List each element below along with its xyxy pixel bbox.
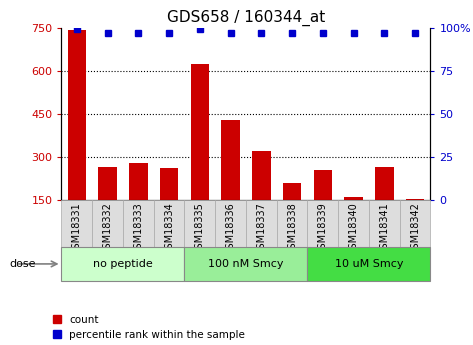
Text: GSM18335: GSM18335: [195, 203, 205, 255]
Bar: [338, 200, 369, 247]
Bar: [344, 197, 363, 200]
Text: GSM18337: GSM18337: [256, 203, 266, 255]
Text: GSM18341: GSM18341: [379, 203, 389, 255]
Text: GSM18332: GSM18332: [103, 203, 113, 255]
Bar: [277, 200, 307, 247]
Bar: [400, 200, 430, 247]
Bar: [406, 199, 424, 200]
Text: GSM18338: GSM18338: [287, 203, 297, 255]
Text: GSM18331: GSM18331: [72, 203, 82, 255]
Text: dose: dose: [9, 259, 36, 269]
Bar: [215, 200, 246, 247]
Legend: count, percentile rank within the sample: count, percentile rank within the sample: [53, 315, 245, 340]
Bar: [307, 247, 430, 281]
Bar: [369, 200, 400, 247]
Bar: [246, 200, 277, 247]
Bar: [92, 200, 123, 247]
Bar: [184, 200, 215, 247]
Bar: [154, 200, 184, 247]
Bar: [375, 167, 394, 200]
Text: GSM18336: GSM18336: [226, 203, 236, 255]
Bar: [61, 200, 92, 247]
Bar: [123, 200, 154, 247]
Text: no peptide: no peptide: [93, 259, 153, 269]
Bar: [252, 151, 271, 200]
Text: GSM18333: GSM18333: [133, 203, 143, 255]
Text: 10 uM Smcy: 10 uM Smcy: [335, 259, 403, 269]
Bar: [98, 167, 117, 200]
Bar: [184, 247, 307, 281]
Bar: [68, 30, 86, 200]
Text: GSM18339: GSM18339: [318, 203, 328, 255]
Title: GDS658 / 160344_at: GDS658 / 160344_at: [167, 10, 325, 26]
Text: GSM18340: GSM18340: [349, 203, 359, 255]
Bar: [314, 170, 332, 200]
Bar: [221, 120, 240, 200]
Bar: [61, 247, 184, 281]
Text: 100 nM Smcy: 100 nM Smcy: [208, 259, 284, 269]
Text: GSM18342: GSM18342: [410, 203, 420, 255]
Bar: [160, 168, 178, 200]
Bar: [129, 163, 148, 200]
Bar: [307, 200, 338, 247]
Bar: [191, 63, 209, 200]
Bar: [283, 183, 301, 200]
Text: GSM18334: GSM18334: [164, 203, 174, 255]
